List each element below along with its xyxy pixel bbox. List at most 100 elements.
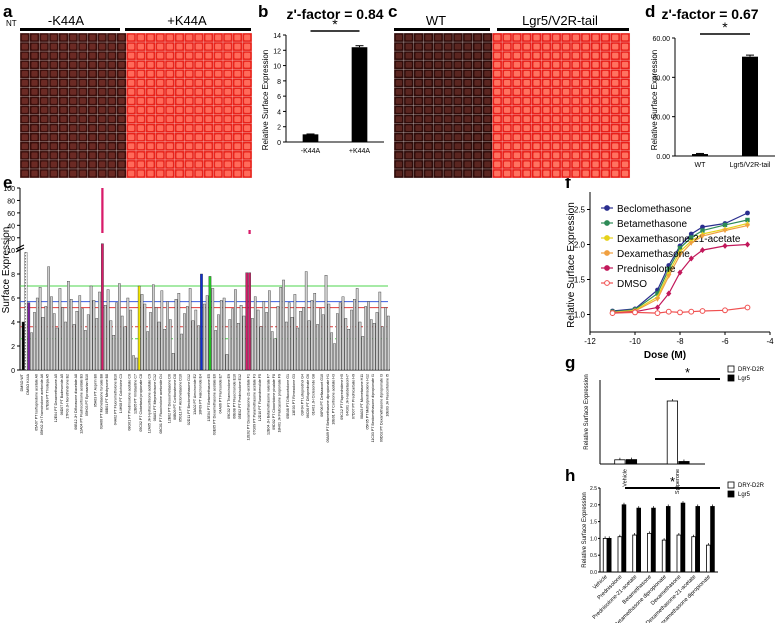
plate-well: [70, 161, 77, 168]
plate-well: [186, 134, 193, 141]
plate-well: [444, 34, 452, 41]
plate-well: [454, 170, 462, 177]
axis-break-mark: [15, 247, 25, 253]
bar: [678, 461, 690, 465]
panel-letter-g: g: [565, 353, 575, 372]
plate-well: [157, 161, 164, 168]
y-tick-label: 2.0: [590, 503, 597, 509]
plate-well: [147, 116, 154, 122]
plate-well: [602, 98, 609, 104]
plate-well: [553, 161, 560, 168]
plate-well: [602, 43, 609, 50]
bar: [197, 325, 200, 371]
plate-well: [215, 79, 222, 86]
plate-well: [425, 107, 432, 113]
x-tick-label: 13E04 PT Betamethasone E5: [207, 374, 211, 421]
plate-well: [533, 107, 540, 113]
plate-well: [176, 98, 183, 104]
plate-well: [444, 107, 452, 113]
bar: [154, 307, 158, 371]
plate-well: [484, 89, 491, 95]
plate-well: [128, 89, 135, 95]
plate-well: [137, 152, 144, 159]
plate-well: [128, 143, 135, 150]
plate-well: [205, 107, 212, 113]
plate-well: [621, 143, 629, 150]
data-point: [654, 297, 661, 302]
legend-label: Betamethasone: [617, 219, 687, 230]
plate-well: [108, 52, 115, 59]
plate-well: [484, 79, 491, 86]
data-point: [700, 228, 705, 233]
plate-well: [31, 170, 38, 177]
plate-well: [176, 34, 183, 41]
bar: [602, 538, 608, 573]
plate-well: [474, 170, 481, 177]
plate-well: [415, 134, 422, 141]
plate-well: [415, 125, 422, 132]
bar: [617, 536, 623, 573]
plate-well: [166, 152, 173, 159]
plate-well: [99, 34, 106, 41]
bar: [171, 353, 175, 371]
plate-well: [543, 107, 550, 113]
panel-g-chart: Relative Surface Expression Vehicle Spipe…: [584, 365, 765, 494]
plate-well: [444, 143, 452, 150]
plate-well: [176, 107, 183, 113]
bar: [680, 502, 686, 573]
x-tick-label: 18H01 JH Fluticasone propionate F9: [278, 374, 282, 433]
plate-well: [494, 107, 501, 113]
plate-well: [454, 70, 462, 77]
plate-well: [592, 61, 599, 68]
y-tick-label: 0: [11, 368, 15, 375]
chart-d-plot: 0.00 20.00 40.00 60.00 WT Lgr5/V2R-tail *: [652, 19, 775, 169]
plate-a-right-group-label: +K44A: [167, 13, 207, 28]
bar: [364, 306, 367, 371]
data-point: [744, 304, 751, 311]
plate-well: [234, 70, 241, 77]
plate-well: [395, 79, 403, 86]
plate-well: [215, 70, 222, 77]
plate-well: [405, 98, 412, 104]
plate-well: [128, 34, 135, 41]
y-tick-label: 40.00: [652, 75, 670, 82]
x-tick-label: 04A06 PT Flunisolide E7: [218, 374, 222, 414]
plate-well: [513, 70, 521, 77]
plate-well: [444, 52, 452, 59]
plate-well: [195, 170, 202, 177]
plate-well: [215, 98, 222, 104]
plate-well: [70, 125, 77, 132]
plate-well: [582, 170, 589, 177]
bar: [666, 400, 678, 465]
plate-well: [435, 79, 442, 86]
plate-well: [562, 161, 570, 168]
bar: [259, 326, 263, 371]
bar: [95, 318, 99, 371]
plate-well: [224, 70, 231, 77]
plate-well: [513, 52, 521, 59]
plate-a-left-group-bar: [20, 28, 120, 31]
bar: [146, 331, 150, 371]
plate-well: [118, 143, 125, 150]
plate-well: [533, 161, 540, 168]
plate-well: [474, 89, 481, 95]
plate-well: [89, 161, 96, 168]
panel-d-chart: z'-factor = 0.67 Relative Surface Expres…: [650, 6, 775, 169]
plate-well: [128, 98, 135, 104]
plate-well: [405, 125, 412, 132]
plate-well: [215, 152, 222, 159]
plate-well: [41, 52, 48, 59]
plate-well: [562, 107, 570, 113]
bar: [625, 459, 638, 465]
plate-well: [108, 143, 115, 150]
plate-well: [50, 125, 57, 132]
bar: [279, 287, 283, 371]
bar: [92, 300, 96, 371]
plate-well: [31, 52, 38, 59]
x-tick-label: Vehicle: [622, 469, 628, 487]
plate-well: [244, 152, 251, 159]
data-point: [666, 266, 671, 272]
plate-well: [572, 143, 580, 150]
plate-c-wells: [393, 32, 631, 179]
plate-well: [612, 61, 619, 68]
